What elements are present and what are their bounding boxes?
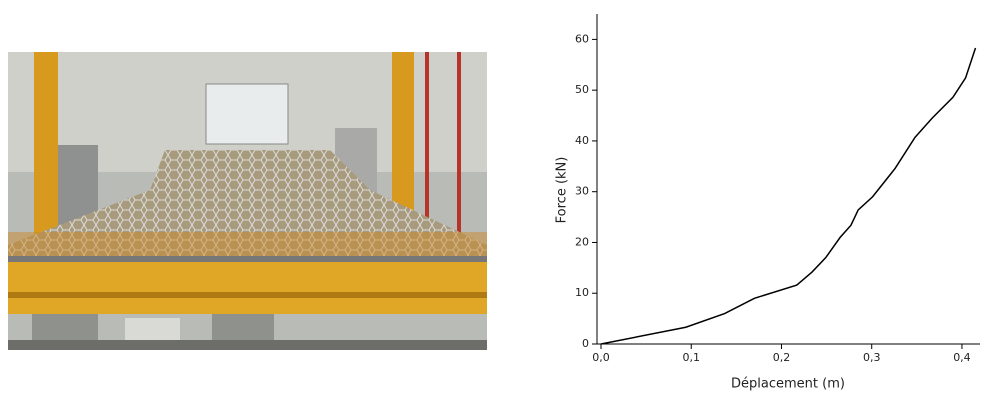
x-axis-title: Déplacement (m) xyxy=(731,377,845,392)
y-tick-label: 60 xyxy=(575,32,589,45)
x-tick-label: 0,4 xyxy=(953,351,971,364)
x-tick-label: 0,1 xyxy=(682,351,700,364)
y-axis-title: Force (kN) xyxy=(555,157,570,224)
y-tick-label: 10 xyxy=(575,286,589,299)
y-tick-label: 50 xyxy=(575,83,589,96)
y-tick-label: 30 xyxy=(575,185,589,198)
y-tick-label: 0 xyxy=(582,337,589,350)
y-tick-label: 20 xyxy=(575,235,589,248)
photo xyxy=(8,52,487,350)
x-tick-label: 0,2 xyxy=(773,351,791,364)
y-tick-label: 40 xyxy=(575,134,589,147)
x-tick-label: 0,3 xyxy=(863,351,881,364)
data-line xyxy=(600,47,977,345)
x-tick-label: 0,0 xyxy=(592,351,610,364)
plot: 0 10 20 30 40 50 60 0,0 0,1 0,2 0,3 0,4 xyxy=(575,14,980,364)
